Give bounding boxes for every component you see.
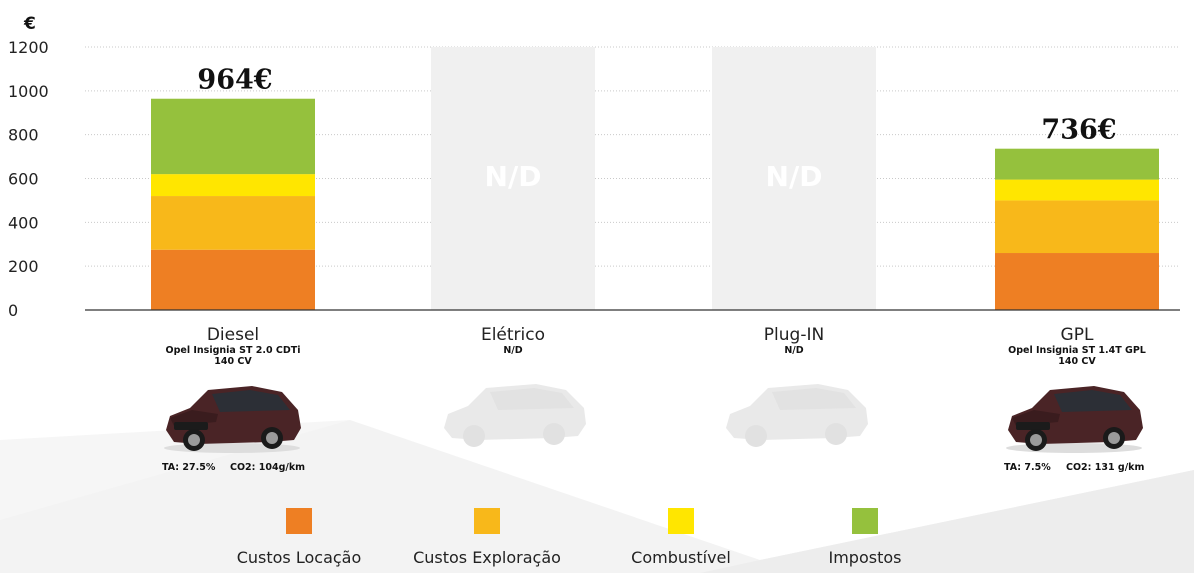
category-label-gpl: GPL Opel Insignia ST 1.4T GPL 140 CV (967, 326, 1187, 367)
bar-segment (995, 149, 1159, 180)
vehicle-power: 140 CV (967, 356, 1187, 367)
stacked-bar-chart: 0 200 400 600 800 1000 1200 N/D N/D 964€ 736€ (0, 0, 1194, 330)
y-tick-label: 0 (8, 301, 18, 320)
category-label-diesel: Diesel Opel Insignia ST 2.0 CDTi 140 CV (123, 326, 343, 367)
y-tick-label: 800 (8, 126, 39, 145)
legend-swatch-combustivel (668, 508, 694, 534)
legend-swatch-impostos (852, 508, 878, 534)
category-name: GPL (967, 326, 1187, 345)
co2-diesel: CO2: 104g/km (230, 462, 305, 473)
y-tick-label: 400 (8, 213, 39, 232)
category-label-plugin: Plug-IN N/D (684, 326, 904, 356)
tax-rate-gpl: TA: 7.5% (1004, 462, 1051, 473)
legend-swatch-custos-locacao (286, 508, 312, 534)
category-label-eletrico: Elétrico N/D (403, 326, 623, 356)
legend-label-impostos: Impostos (775, 548, 955, 567)
category-name: Diesel (123, 326, 343, 345)
vehicle-model: Opel Insignia ST 1.4T GPL (967, 345, 1187, 356)
car-image-diesel (160, 378, 305, 456)
car-image-gpl (1002, 378, 1147, 456)
bar-segment (995, 200, 1159, 253)
car-placeholder-plugin (722, 378, 872, 448)
bar-segment (995, 180, 1159, 201)
bar-segment (151, 174, 315, 196)
unavailable-label: N/D (485, 160, 542, 193)
y-tick-label: 1200 (8, 38, 49, 57)
legend-swatch-custos-exploracao (474, 508, 500, 534)
co2-gpl: CO2: 131 g/km (1066, 462, 1144, 473)
bar-segment (995, 253, 1159, 310)
total-value-label: 964€ (197, 65, 272, 96)
total-value-label: 736€ (1041, 115, 1116, 146)
vehicle-power: 140 CV (123, 356, 343, 367)
y-tick-label: 200 (8, 257, 39, 276)
category-name: Elétrico (403, 326, 623, 345)
y-tick-label: 1000 (8, 82, 49, 101)
bar-segment (151, 250, 315, 310)
legend-label-custos-exploracao: Custos Exploração (397, 548, 577, 567)
bar-segment (151, 196, 315, 250)
vehicle-model: N/D (684, 345, 904, 356)
bar-segment (151, 99, 315, 174)
vehicle-model: N/D (403, 345, 623, 356)
tax-rate-diesel: TA: 27.5% (162, 462, 215, 473)
y-tick-label: 600 (8, 170, 39, 189)
legend-label-custos-locacao: Custos Locação (209, 548, 389, 567)
unavailable-label: N/D (766, 160, 823, 193)
car-placeholder-eletrico (440, 378, 590, 448)
legend-label-combustivel: Combustível (591, 548, 771, 567)
vehicle-model: Opel Insignia ST 2.0 CDTi (123, 345, 343, 356)
category-name: Plug-IN (684, 326, 904, 345)
